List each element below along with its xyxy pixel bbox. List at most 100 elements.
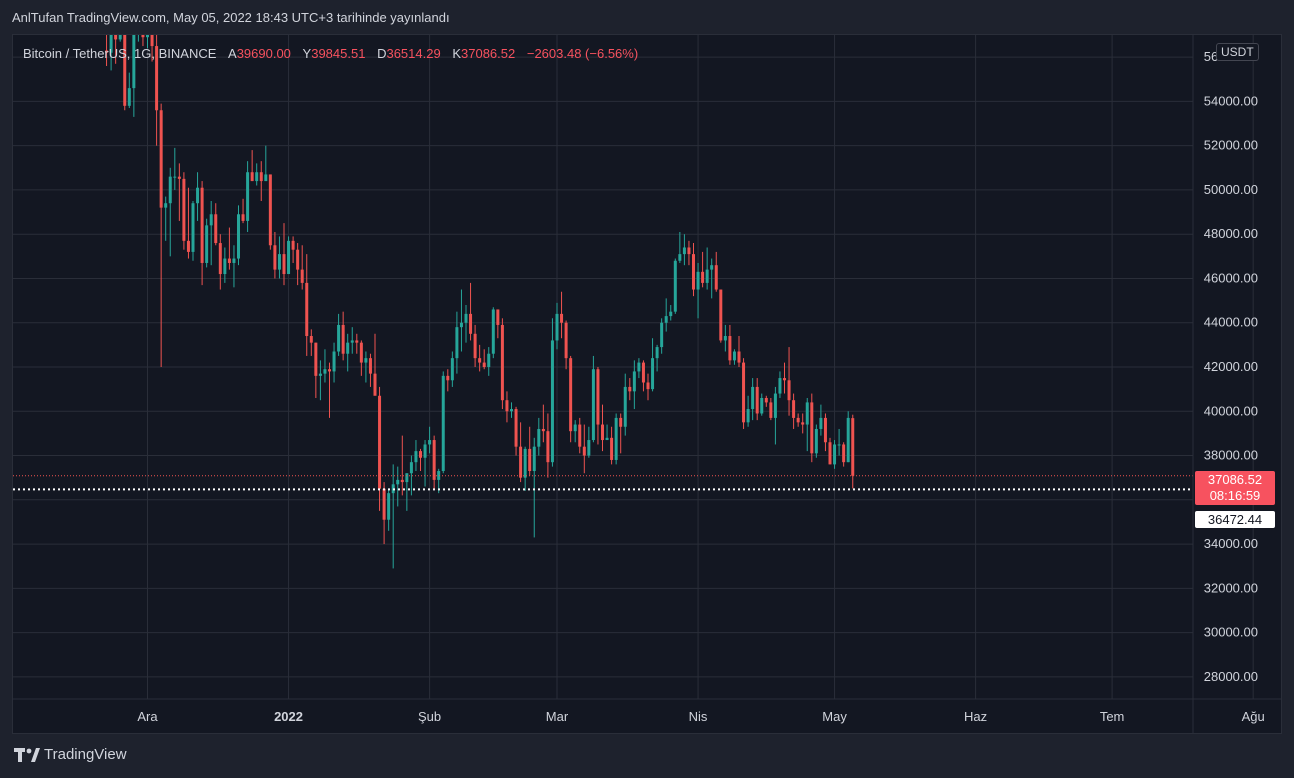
candle-body	[337, 324, 341, 352]
candle-body	[173, 176, 177, 178]
currency-button[interactable]: USDT	[1216, 43, 1259, 61]
candle-body	[523, 448, 527, 478]
candle-body	[705, 269, 709, 283]
candle-body	[177, 176, 181, 179]
candle-body	[687, 247, 691, 255]
candle-body	[801, 422, 805, 425]
candlestick-chart[interactable]: 28000.0030000.0032000.0034000.0036000.00…	[13, 35, 1281, 733]
y-tick-label: 40000.00	[1204, 403, 1258, 418]
candle-body	[582, 446, 586, 456]
tradingview-logo[interactable]: TradingView	[14, 746, 127, 763]
y-tick-label: 38000.00	[1204, 448, 1258, 463]
candle-body	[619, 417, 623, 427]
candle-body	[478, 358, 482, 363]
candle-body	[623, 386, 627, 427]
candle-body	[669, 311, 673, 317]
candle-body	[755, 386, 759, 414]
candle-body	[437, 471, 441, 480]
candle-body	[778, 378, 782, 394]
candle-body	[569, 358, 573, 432]
candle-body	[368, 358, 372, 374]
candle-body	[123, 35, 127, 106]
candle-body	[196, 187, 200, 204]
candle-body	[510, 409, 513, 412]
candle-body	[792, 400, 796, 418]
x-tick-label: Ara	[137, 709, 158, 724]
x-tick-label: Tem	[1100, 709, 1125, 724]
candle-body	[127, 88, 131, 106]
candle-body	[514, 409, 518, 447]
change-value: −2603.48 (−6.56%)	[526, 46, 639, 61]
candle-body	[664, 316, 668, 323]
candle-body	[787, 380, 791, 401]
candle-body	[491, 309, 495, 354]
y-tick-label: 50000.00	[1204, 182, 1258, 197]
candle-body	[723, 336, 727, 341]
candle-body	[469, 313, 473, 334]
candle-body	[105, 50, 109, 53]
candle-body	[146, 35, 149, 38]
x-tick-label: Mar	[546, 709, 569, 724]
candle-body	[141, 35, 145, 38]
candle-body	[264, 174, 268, 182]
candle-body	[610, 437, 614, 460]
candle-body	[714, 265, 718, 290]
candle-body	[651, 358, 655, 390]
candle-body	[328, 369, 331, 372]
candle-body	[819, 417, 823, 429]
price-lines	[13, 475, 1193, 491]
open-label: A	[228, 46, 237, 61]
candle-body	[200, 187, 204, 263]
candle-body	[746, 409, 750, 423]
candle-body	[259, 172, 263, 182]
candle-body	[255, 172, 259, 182]
chart-panel[interactable]: 28000.0030000.0032000.0034000.0036000.00…	[12, 34, 1282, 734]
candle-body	[596, 369, 600, 425]
symbol-name[interactable]: Bitcoin / TetherUS, 1G, BINANCE	[23, 46, 217, 61]
candle-body	[168, 176, 172, 204]
candle-body	[605, 437, 609, 441]
candle-body	[273, 245, 277, 270]
candle-body	[673, 260, 677, 312]
candle-body	[300, 269, 304, 283]
candle-body	[305, 282, 309, 337]
x-tick-label: 2022	[274, 709, 303, 724]
low-value: 36514.29	[386, 46, 441, 61]
candle-body	[660, 322, 664, 348]
candle-body	[564, 322, 568, 359]
x-tick-label: Haz	[964, 709, 987, 724]
candle-body	[150, 35, 154, 47]
candle-body	[409, 462, 413, 474]
candle-body	[396, 479, 400, 485]
y-tick-label: 52000.00	[1204, 138, 1258, 153]
y-tick-label: 42000.00	[1204, 359, 1258, 374]
candle-body	[214, 214, 218, 244]
candle-body	[814, 428, 818, 454]
candle-body	[555, 313, 559, 341]
candle-body	[833, 444, 837, 465]
y-tick-label: 54000.00	[1204, 93, 1258, 108]
candle-body	[191, 203, 195, 252]
candle-body	[828, 442, 832, 465]
candle-body	[796, 417, 800, 423]
candle-body	[400, 479, 404, 483]
symbol-legend: Bitcoin / TetherUS, 1G, BINANCE A39690.0…	[23, 46, 638, 61]
candle-body	[186, 240, 190, 252]
brand-name: TradingView	[44, 746, 127, 763]
candle-body	[641, 362, 645, 383]
candle-body	[591, 369, 595, 441]
candle-body	[423, 444, 427, 458]
candle-body	[464, 313, 468, 323]
candle-body	[155, 46, 159, 111]
candles	[105, 35, 855, 569]
high-value: 39845.51	[311, 46, 366, 61]
candle-body	[237, 214, 240, 259]
candle-body	[287, 240, 291, 275]
tradingview-logo-icon	[14, 747, 40, 762]
candle-body	[655, 347, 659, 359]
candle-body	[209, 214, 213, 226]
candle-body	[232, 258, 236, 263]
candle-body	[296, 249, 300, 270]
candle-body	[692, 254, 695, 290]
y-tick-label: 44000.00	[1204, 315, 1258, 330]
